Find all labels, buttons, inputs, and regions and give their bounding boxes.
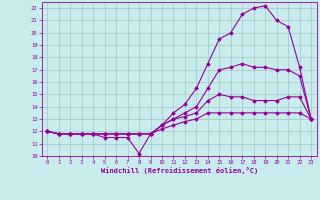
X-axis label: Windchill (Refroidissement éolien,°C): Windchill (Refroidissement éolien,°C) bbox=[100, 167, 258, 174]
